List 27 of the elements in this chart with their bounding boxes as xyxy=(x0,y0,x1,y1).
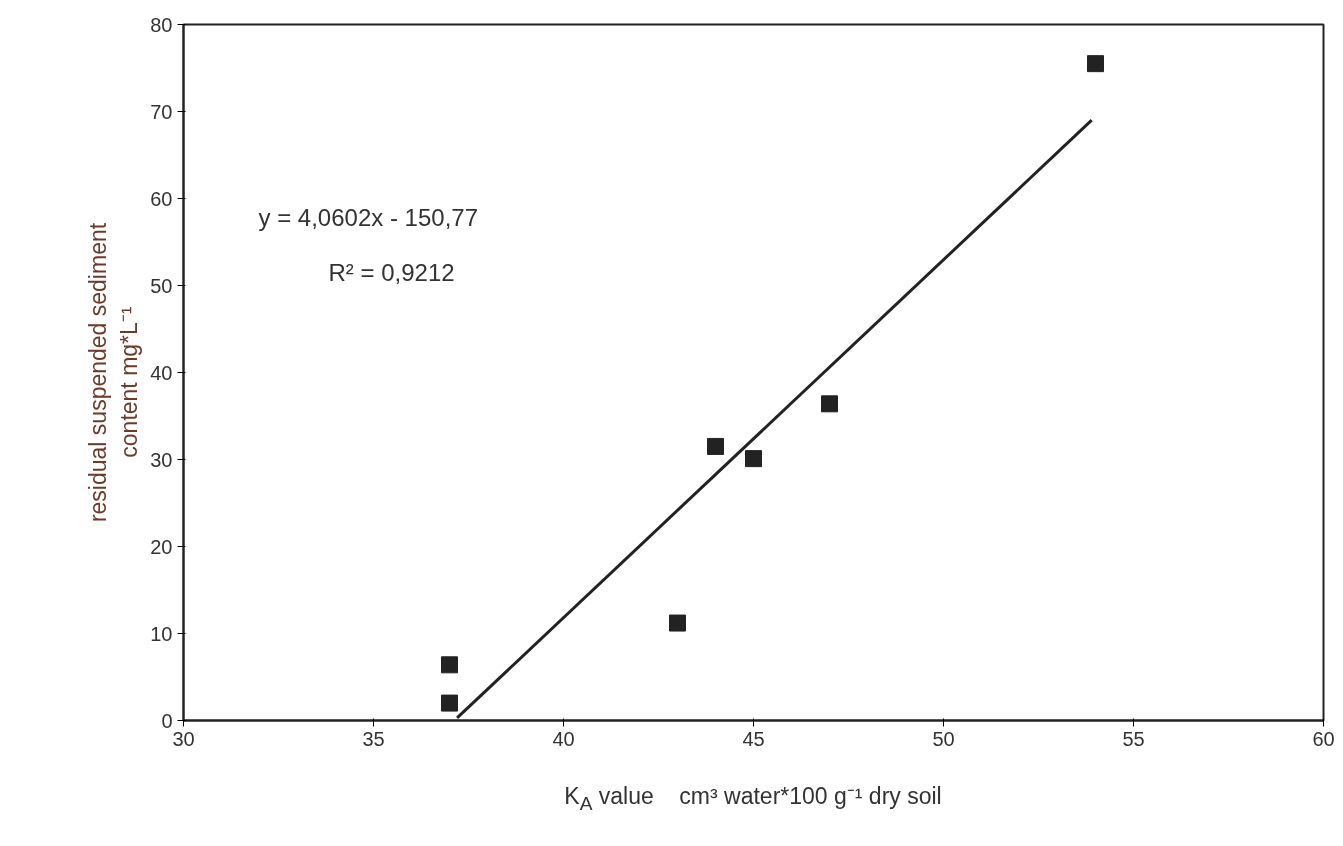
y-tick-label: 30 xyxy=(150,448,173,471)
y-tick-label: 40 xyxy=(150,361,173,384)
x-tick-label: 40 xyxy=(552,727,575,750)
annotation: y = 4,0602x - 150,77 xyxy=(258,203,478,231)
x-axis-title: K$_{A}$ value cm³ water*100 g⁻¹ dry soil xyxy=(563,782,943,816)
y-tick-label: 20 xyxy=(150,535,173,558)
y-tick-label: 50 xyxy=(150,274,173,297)
y-tick-label: 80 xyxy=(150,13,173,36)
y-tick-label: 10 xyxy=(150,622,173,645)
point xyxy=(669,614,686,632)
point xyxy=(441,694,458,712)
y-tick-label: 60 xyxy=(150,187,173,210)
x-tick-label: 30 xyxy=(172,727,195,750)
x-tick-label: 35 xyxy=(362,727,385,750)
point xyxy=(441,656,458,674)
point xyxy=(745,450,762,468)
y-tick-label: 70 xyxy=(150,100,173,123)
annotation: R² = 0,9212 xyxy=(328,258,455,286)
x-tick-label: 60 xyxy=(1312,727,1335,750)
x-tick-label: 50 xyxy=(932,727,955,750)
point xyxy=(707,437,724,455)
y-axis-title: residual suspended sediment content mg*L⁻¹ xyxy=(85,222,143,523)
point xyxy=(821,395,838,413)
x-tick-label: 55 xyxy=(1122,727,1145,750)
x-tick-label: 45 xyxy=(742,727,765,750)
point xyxy=(1087,55,1104,73)
y-tick-label: 0 xyxy=(161,709,173,732)
